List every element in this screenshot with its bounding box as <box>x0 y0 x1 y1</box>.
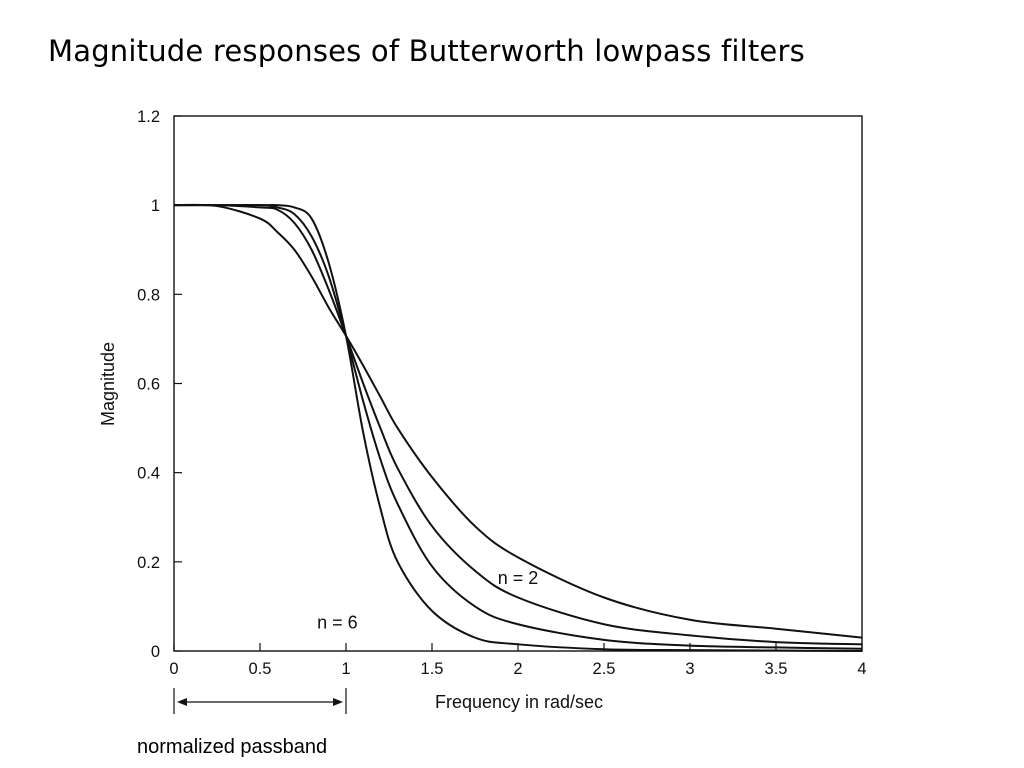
x-axis-label: Frequency in rad/sec <box>435 692 603 712</box>
y-axis-label: Magnitude <box>98 342 118 426</box>
series-line-n6 <box>173 204 863 652</box>
y-tick-label: 1 <box>151 197 160 215</box>
x-tick-label: 1 <box>341 660 350 678</box>
x-tick-label: 2.5 <box>593 660 616 678</box>
slide-title: Magnitude responses of Butterworth lowpa… <box>48 34 805 68</box>
y-tick-label: 0.2 <box>137 554 160 572</box>
series-line-n4 <box>173 204 863 650</box>
y-tick-label: 1.2 <box>137 108 160 126</box>
y-tick-label: 0 <box>151 643 160 661</box>
series-annotation: n = 6 <box>317 613 358 633</box>
y-tick-label: 0.8 <box>137 286 160 304</box>
y-tick-label: 0.6 <box>137 376 160 394</box>
y-ticks: 0 0.2 0.4 0.6 0.8 1 1.2 <box>137 108 182 661</box>
series-line-n2 <box>173 203 863 639</box>
y-tick-label: 0.4 <box>137 465 160 483</box>
passband-caption: normalized passband <box>137 736 328 758</box>
x-tick-label: 0.5 <box>249 660 272 678</box>
butterworth-chart: 0 0.5 1 1.5 2 2.5 3 3.5 4 0 0.2 0.4 0.6 0.8 1 1.2 n = … <box>98 108 867 714</box>
series-line-n3 <box>173 204 863 646</box>
passband-arrow-left-head <box>177 698 187 706</box>
x-tick-label: 3 <box>685 660 694 678</box>
x-tick-label: 2 <box>513 660 522 678</box>
series-annotation: n = 2 <box>498 568 539 588</box>
annotations: n = 2 n = 6 <box>317 568 538 633</box>
x-tick-label: 1.5 <box>421 660 444 678</box>
series-lines <box>173 203 863 652</box>
x-tick-label: 4 <box>857 660 866 678</box>
x-ticks: 0 0.5 1 1.5 2 2.5 3 3.5 4 <box>169 643 867 678</box>
x-tick-label: 3.5 <box>765 660 788 678</box>
passband-arrow-right-head <box>333 698 343 706</box>
x-tick-label: 0 <box>169 660 178 678</box>
passband-marker <box>173 688 347 714</box>
